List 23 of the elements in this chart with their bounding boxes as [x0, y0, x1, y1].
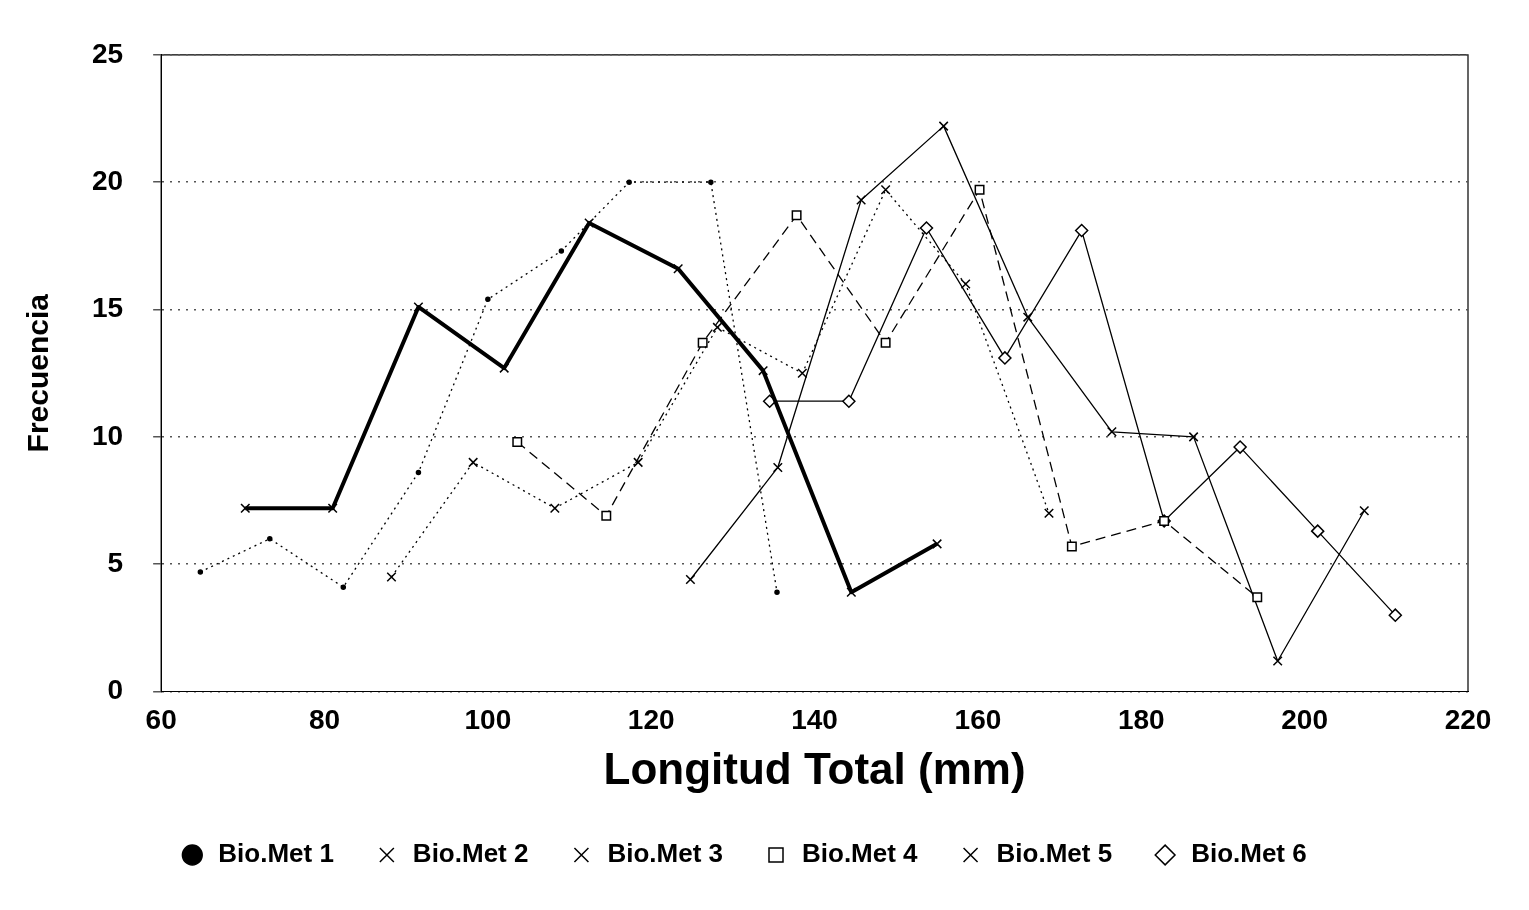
x-tick-label: 160: [954, 704, 1002, 736]
legend-label: Bio.Met 4: [802, 838, 919, 869]
x-tick-label: 180: [1117, 704, 1165, 736]
legend-label: Bio.Met 5: [996, 838, 1113, 869]
x-tick-label: 60: [145, 704, 177, 736]
x-tick-label: 140: [791, 704, 838, 736]
y-tick-label: 5: [107, 546, 124, 578]
y-axis-title: Frecuencia: [21, 293, 55, 453]
legend-label: Bio.Met 6: [1191, 838, 1307, 869]
x-tick-label: 220: [1444, 704, 1492, 736]
x-axis-title: Longitud Total (mm): [603, 743, 1026, 793]
legend-label: Bio.Met 3: [607, 838, 724, 869]
x-tick-label: 100: [464, 704, 512, 736]
legend-label: Bio.Met 2: [412, 838, 529, 869]
y-tick-label: 20: [91, 164, 124, 196]
y-tick-label: 0: [107, 674, 124, 706]
x-tick-label: 120: [627, 704, 675, 736]
y-tick-label: 15: [91, 292, 124, 324]
x-tick-label: 80: [308, 704, 341, 736]
legend-label: Bio.Met 1: [218, 838, 334, 869]
y-tick-label: 25: [91, 37, 124, 69]
x-tick-label: 200: [1281, 704, 1328, 736]
y-tick-label: 10: [91, 419, 124, 451]
